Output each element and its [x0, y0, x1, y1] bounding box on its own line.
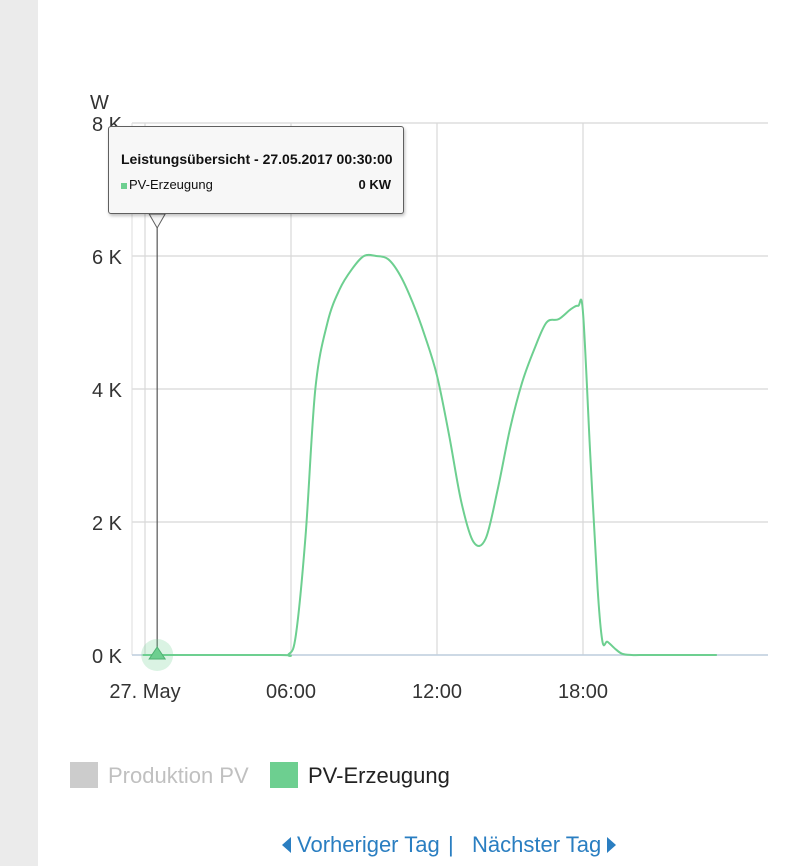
tooltip-series-name: PV-Erzeugung [129, 177, 213, 192]
legend-label-produktion-pv: Produktion PV [108, 763, 249, 788]
x-tick-label-1: 06:00 [266, 681, 316, 703]
nav-separator: | [448, 832, 454, 857]
x-tick-label-2: 12:00 [412, 681, 462, 703]
y-tick-label-0: 0 K [92, 646, 123, 668]
next-day-link[interactable]: Nächster Tag [472, 832, 617, 858]
caret-right-icon [607, 837, 617, 853]
next-day-label: Nächster Tag [472, 832, 602, 857]
tooltip-title: Leistungsübersicht - 27.05.2017 00:30:00 [121, 151, 393, 167]
legend-swatch-pv-erzeugung [270, 762, 298, 788]
power-chart: 0 K2 K4 K6 K8 K27. May 06:00 12:00 18:00W [90, 92, 768, 703]
left-border-bar [0, 0, 38, 866]
caret-left-icon [282, 837, 291, 853]
legend-swatch-produktion-pv [70, 762, 98, 788]
x-tick-label-3: 18:00 [558, 681, 608, 703]
legend-label-pv-erzeugung: PV-Erzeugung [308, 763, 450, 788]
tooltip-crosshair [141, 213, 174, 671]
y-axis-label: W [90, 92, 109, 114]
y-tick-label-3: 6 K [92, 247, 123, 269]
y-tick-label-1: 2 K [92, 513, 123, 535]
tooltip-series-row: PV-Erzeugung 0 KW [121, 177, 391, 192]
previous-day-label: Vorheriger Tag [297, 832, 440, 857]
tooltip-pointer [148, 213, 167, 230]
previous-day-link[interactable]: Vorheriger Tag [282, 832, 440, 858]
series-square-icon [121, 182, 127, 189]
series-line-pv-erzeugung [142, 253, 717, 657]
chart-axes-labels: 0 K2 K4 K6 K8 K27. May 06:00 12:00 18:00W [90, 92, 608, 703]
chart-series [142, 253, 717, 657]
day-navigation: Vorheriger Tag | Nächster Tag [0, 832, 807, 862]
x-tick-label-0: 27. May [109, 681, 180, 703]
tooltip-box: Leistungsübersicht - 27.05.2017 00:30:00… [108, 126, 404, 214]
tooltip-value: 0 KW [358, 177, 392, 192]
y-tick-label-2: 4 K [92, 380, 123, 402]
hover-marker-triangle [148, 646, 167, 660]
